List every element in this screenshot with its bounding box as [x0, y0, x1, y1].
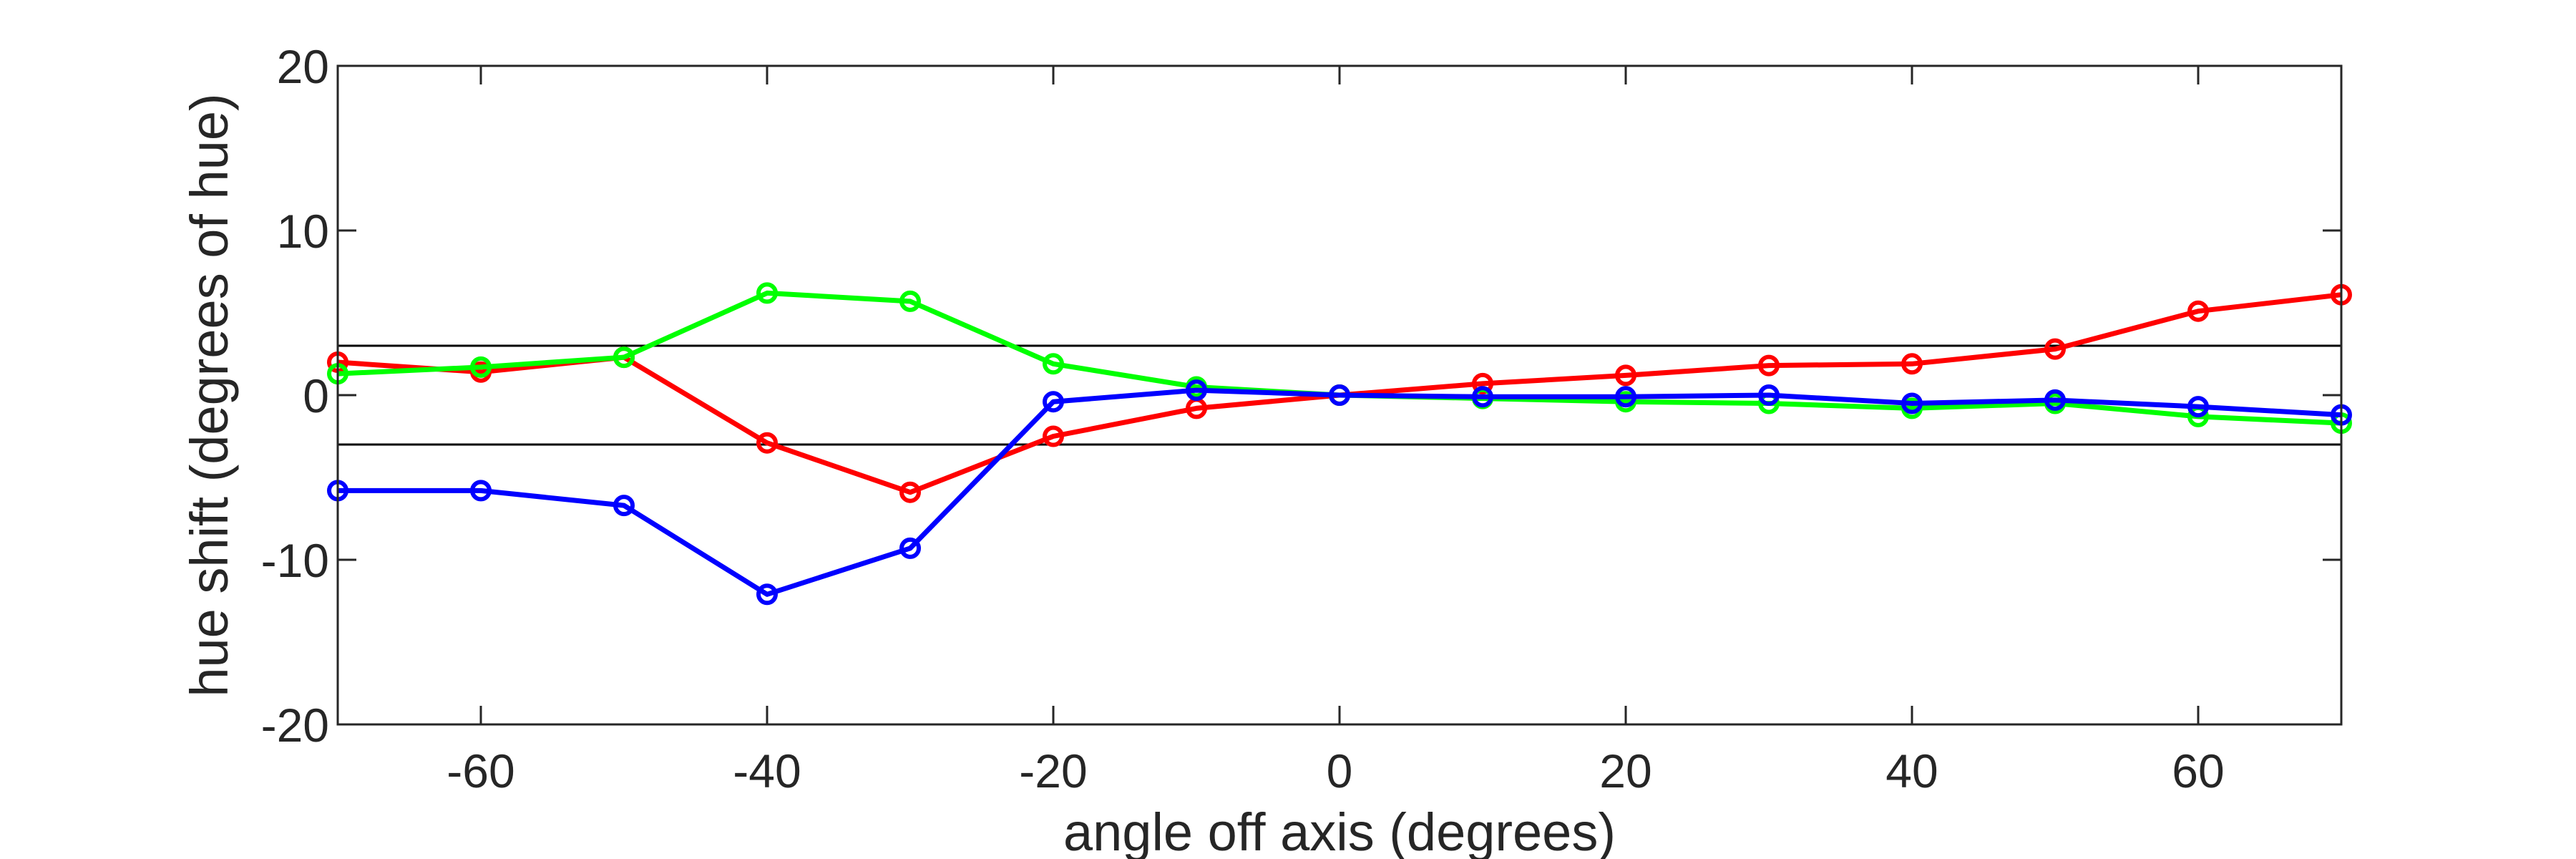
x-tick-label: -40 [733, 744, 801, 797]
data-point [756, 583, 778, 606]
data-point [1186, 379, 1207, 402]
x-axis-label: angle off axis (degrees) [1063, 802, 1616, 859]
data-point [613, 346, 635, 369]
data-point [470, 356, 492, 378]
y-tick-label: -20 [261, 699, 329, 752]
y-tick-label: 20 [277, 40, 329, 93]
data-point [2044, 389, 2066, 411]
x-tick-label: 60 [2172, 744, 2224, 797]
x-tick-label: -20 [1019, 744, 1087, 797]
data-point [2044, 338, 2066, 360]
data-point [2187, 396, 2209, 418]
data-point [899, 290, 921, 312]
x-axis: -60 -40 -20 0 20 40 60 [447, 66, 2225, 797]
data-point [1043, 353, 1064, 375]
series-2 [327, 379, 2352, 606]
data-point [756, 282, 778, 304]
data-point [613, 495, 635, 517]
y-tick-label: 10 [277, 205, 329, 258]
data-point [1615, 364, 1636, 387]
x-tick-label: 40 [1885, 744, 1938, 797]
data-point [899, 481, 921, 503]
data-point [899, 537, 921, 559]
series-1 [327, 282, 2352, 435]
data-point [1615, 386, 1636, 408]
y-axis: -20 -10 0 10 20 [261, 40, 2341, 752]
data-point [1329, 384, 1350, 406]
data-point [470, 480, 492, 502]
data-point [1901, 353, 1923, 375]
y-tick-label: 0 [303, 369, 329, 422]
data-point [1758, 354, 1780, 377]
series-line [338, 387, 2342, 597]
data-point [1043, 425, 1064, 447]
y-tick-label: -10 [261, 534, 329, 587]
data-point [1901, 392, 1923, 414]
data-point [1043, 391, 1064, 413]
data-point [1472, 372, 1493, 394]
x-tick-label: 20 [1599, 744, 1652, 797]
reference-lines [338, 344, 2341, 446]
data-point [1758, 384, 1780, 406]
x-tick-label: -60 [447, 744, 514, 797]
x-tick-label: 0 [1327, 744, 1353, 797]
data-point [2187, 300, 2209, 322]
data-point [756, 432, 778, 454]
data-point [1472, 386, 1493, 408]
y-axis-label: hue shift (degrees of hue) [180, 93, 239, 697]
